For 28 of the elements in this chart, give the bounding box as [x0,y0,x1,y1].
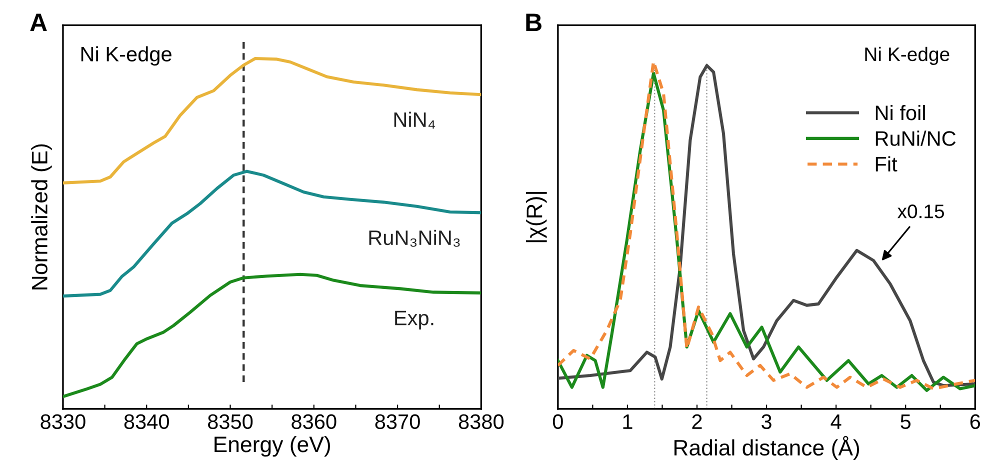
x-tick-label: 0 [552,414,563,430]
x-tick-label: 2 [692,414,702,429]
x-axis-title: Energy (eV) [214,436,330,457]
legend-label: Fit [876,156,898,172]
annotation: Ni K-edge [81,46,172,66]
x-tick-label: 8350 [208,414,253,430]
series-label: RuN₃NiN₃ [369,230,460,247]
series-label: Exp. [395,310,434,330]
annotation: x0.15 [897,204,944,218]
x-tick-label: 4 [830,414,842,429]
x-tick-label: 5 [900,414,911,430]
x-tick-label: 6 [970,414,980,430]
y-axis-title: |χ(R)| [526,192,547,242]
legend-label: Ni foil [876,104,925,120]
chart-title: A [30,14,47,31]
x-tick-label: 8340 [124,414,169,430]
chart-title: B [526,14,542,31]
annotation: Ni K-edge [865,46,950,65]
x-tick-label: 8380 [458,414,504,430]
x-tick-label: 8360 [292,414,336,430]
x-tick-label: 3 [762,414,772,430]
x-tick-label: 8370 [375,414,420,430]
y-axis-title: Normalized (E) [31,144,52,290]
series-label: NiN₄ [394,112,436,129]
x-tick-label: 1 [623,414,632,429]
x-tick-label: 8330 [40,414,86,430]
x-axis-title: Radial distance (Å) [674,436,860,460]
legend-label: RuNi/NC [876,130,956,146]
